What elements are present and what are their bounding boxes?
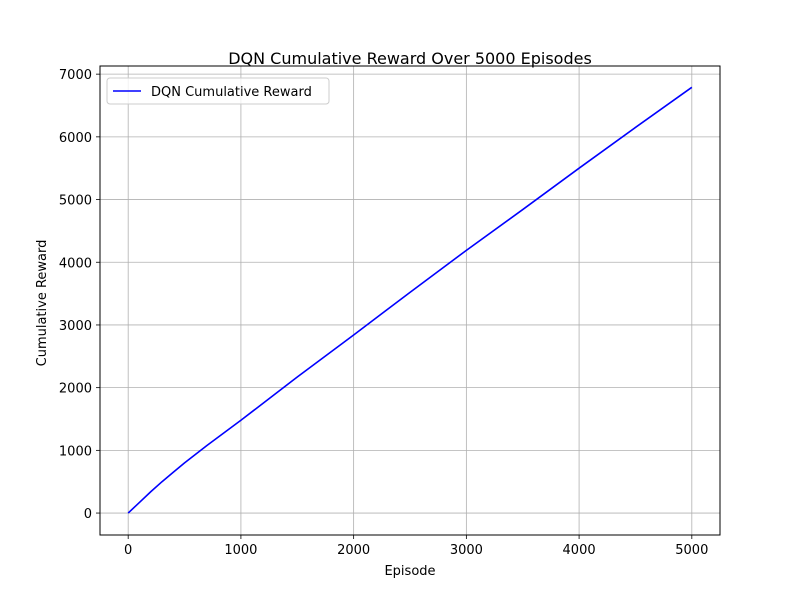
x-tick-label: 2000 bbox=[337, 543, 370, 558]
x-tick-label: 5000 bbox=[675, 543, 708, 558]
y-tick-label: 6000 bbox=[59, 131, 92, 146]
chart-title: DQN Cumulative Reward Over 5000 Episodes bbox=[228, 49, 592, 68]
x-tick-label: 1000 bbox=[224, 543, 257, 558]
legend: DQN Cumulative Reward bbox=[106, 77, 330, 105]
plot-frame bbox=[99, 65, 721, 536]
y-axis-label: Cumulative Reward bbox=[35, 240, 50, 367]
x-axis-label: Episode bbox=[384, 564, 435, 579]
y-tick-label: 7000 bbox=[59, 68, 92, 83]
x-tick-label: 0 bbox=[124, 543, 132, 558]
y-tick-label: 3000 bbox=[59, 319, 92, 334]
grid bbox=[100, 66, 720, 535]
legend-label: DQN Cumulative Reward bbox=[151, 85, 312, 100]
x-tick-label: 3000 bbox=[450, 543, 483, 558]
legend-box bbox=[106, 77, 330, 105]
y-tick-label: 4000 bbox=[59, 256, 92, 271]
ticks: 0 1000 2000 3000 4000 5000 0 1000 2000 3000 4000 50… bbox=[59, 68, 708, 558]
y-tick-label: 5000 bbox=[59, 194, 92, 209]
y-tick-label: 0 bbox=[84, 507, 92, 522]
y-tick-label: 1000 bbox=[59, 444, 92, 459]
x-tick-label: 4000 bbox=[563, 543, 596, 558]
series-line-dqn-cumulative-reward bbox=[127, 86, 693, 514]
y-tick-label: 2000 bbox=[59, 382, 92, 397]
series-layer bbox=[127, 86, 693, 514]
